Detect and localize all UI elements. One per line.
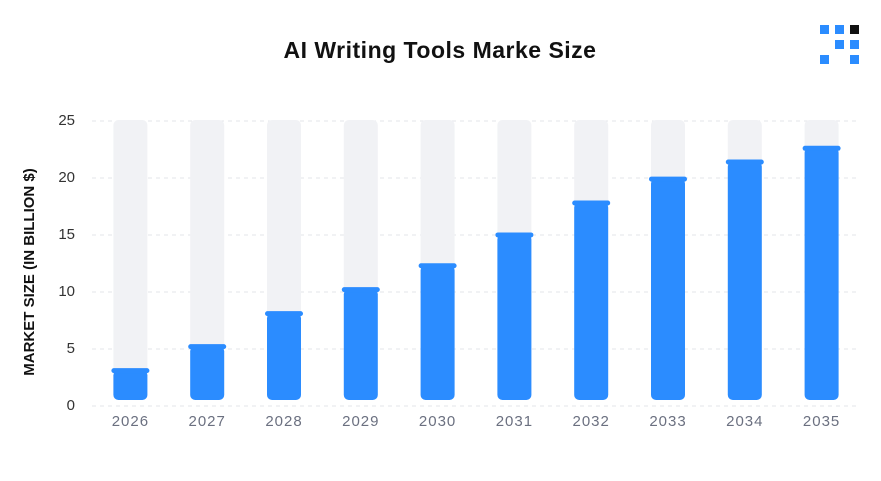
x-tick-label: 2034 [726, 413, 763, 430]
bar-cap [802, 145, 841, 151]
bar-cap [649, 176, 687, 182]
bar [267, 313, 301, 400]
bar [343, 289, 378, 400]
x-tick-label: 2032 [573, 413, 610, 430]
y-tick-label: 10 [58, 283, 75, 300]
y-tick-label: 25 [58, 112, 75, 129]
y-tick-label: 5 [67, 340, 75, 357]
bar [727, 161, 762, 400]
x-tick-label: 2030 [419, 413, 456, 430]
x-tick-label: 2035 [803, 413, 840, 430]
x-tick-label: 2031 [496, 413, 533, 430]
y-tick-label: 20 [58, 169, 75, 186]
bar-track [113, 120, 148, 400]
bar [497, 234, 532, 400]
logo [820, 25, 859, 64]
bar-cap [495, 232, 534, 238]
x-tick-label: 2028 [265, 413, 302, 430]
bar-cap [111, 368, 150, 374]
bar [113, 370, 148, 400]
x-tick-label: 2027 [189, 413, 226, 430]
bar-track [190, 120, 225, 400]
bar-cap [341, 287, 380, 293]
bar-cap [572, 200, 611, 206]
chart-title: AI Writing Tools Marke Size [284, 37, 597, 63]
x-tick-label: 2033 [649, 413, 686, 430]
y-tick-label: 0 [67, 397, 75, 414]
y-tick-label: 15 [58, 226, 75, 243]
bar [804, 147, 839, 400]
bar [574, 202, 609, 400]
x-tick-label: 2029 [342, 413, 379, 430]
x-tick-label: 2026 [112, 413, 149, 430]
bar-cap [418, 263, 457, 269]
bar-cap [725, 159, 764, 165]
bar-cap [188, 344, 227, 350]
bar-cap [265, 311, 303, 317]
bar [190, 346, 225, 400]
y-axis-label: MARKET SIZE (IN BILLION $) [21, 168, 38, 376]
bar [651, 178, 685, 400]
bar [420, 265, 455, 400]
